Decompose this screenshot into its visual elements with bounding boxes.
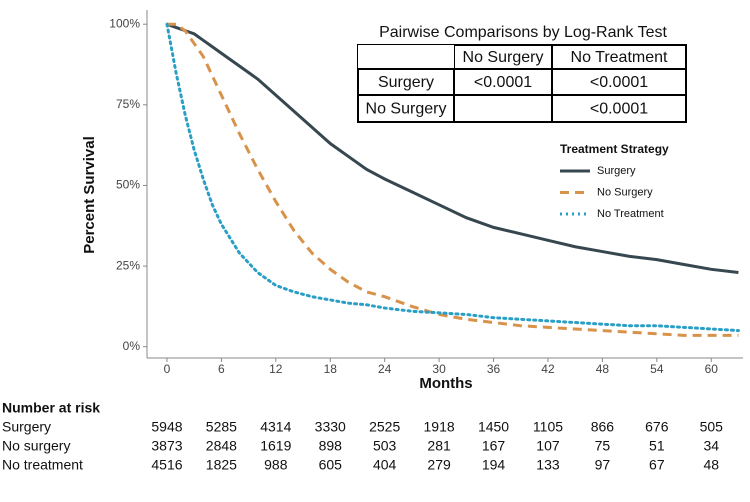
risk-value: 67 [649, 457, 665, 473]
risk-value: 1105 [533, 419, 563, 435]
risk-row-label: No treatment [2, 457, 83, 473]
y-tick-label: 0% [123, 339, 141, 353]
risk-value: 503 [373, 438, 397, 454]
risk-value: 988 [264, 457, 288, 473]
risk-value: 866 [591, 419, 615, 435]
risk-value: 4516 [151, 457, 182, 473]
risk-value: 3330 [315, 419, 346, 435]
x-tick-label: 6 [218, 362, 225, 376]
table-row-label: Surgery [378, 74, 434, 91]
risk-value: 676 [645, 419, 669, 435]
risk-value: 1619 [260, 438, 291, 454]
risk-title: Number at risk [2, 400, 100, 416]
x-tick-label: 48 [596, 362, 610, 376]
risk-value: 1918 [424, 419, 455, 435]
risk-value: 4314 [260, 419, 291, 435]
risk-row-label: No surgery [2, 438, 70, 454]
legend-label: No Surgery [597, 186, 653, 198]
risk-value: 133 [536, 457, 560, 473]
risk-value: 167 [482, 438, 506, 454]
x-tick-label: 0 [164, 362, 171, 376]
risk-value: 605 [319, 457, 343, 473]
x-tick-label: 30 [432, 362, 446, 376]
risk-value: 1825 [206, 457, 237, 473]
risk-value: 5285 [206, 419, 237, 435]
y-tick-label: 25% [116, 258, 140, 272]
risk-value: 898 [319, 438, 343, 454]
table-row-label: No Surgery [366, 101, 447, 118]
y-tick-label: 75% [116, 97, 140, 111]
risk-value: 281 [427, 438, 451, 454]
risk-value: 34 [703, 438, 719, 454]
table-header: No Surgery [463, 49, 544, 66]
table-empty-corner [358, 45, 454, 69]
x-tick-label: 42 [541, 362, 555, 376]
x-tick-label: 18 [324, 362, 338, 376]
x-tick-label: 54 [650, 362, 664, 376]
table-cell: <0.0001 [474, 74, 532, 91]
risk-value: 3873 [151, 438, 182, 454]
risk-value: 51 [649, 438, 665, 454]
risk-value: 97 [595, 457, 611, 473]
x-tick-label: 60 [705, 362, 719, 376]
risk-value: 2848 [206, 438, 237, 454]
risk-value: 404 [373, 457, 397, 473]
legend-title: Treatment Strategy [560, 142, 669, 156]
x-axis-title: Months [419, 375, 472, 392]
risk-value: 505 [700, 419, 724, 435]
risk-value: 5948 [151, 419, 182, 435]
risk-value: 48 [703, 457, 719, 473]
y-axis-title: Percent Survival [81, 136, 98, 254]
risk-value: 2525 [369, 419, 400, 435]
table-cell: <0.0001 [590, 74, 648, 91]
risk-row-label: Surgery [2, 419, 51, 435]
survival-curve [166, 22, 739, 275]
survival-curve [166, 22, 739, 337]
risk-value: 194 [482, 457, 506, 473]
risk-value: 1450 [478, 419, 509, 435]
x-tick-label: 12 [269, 362, 283, 376]
risk-value: 107 [536, 438, 560, 454]
y-tick-label: 100% [109, 16, 140, 30]
x-tick-label: 24 [378, 362, 392, 376]
table-title: Pairwise Comparisons by Log-Rank Test [379, 24, 667, 41]
risk-value: 75 [595, 438, 611, 454]
risk-value: 279 [427, 457, 451, 473]
table-cell: <0.0001 [590, 101, 648, 118]
legend-label: No Treatment [597, 208, 664, 220]
y-tick-label: 50% [116, 178, 140, 192]
table-header: No Treatment [571, 49, 668, 66]
x-tick-label: 36 [487, 362, 501, 376]
survival-curve [165, 22, 740, 333]
legend-label: Surgery [597, 165, 636, 177]
